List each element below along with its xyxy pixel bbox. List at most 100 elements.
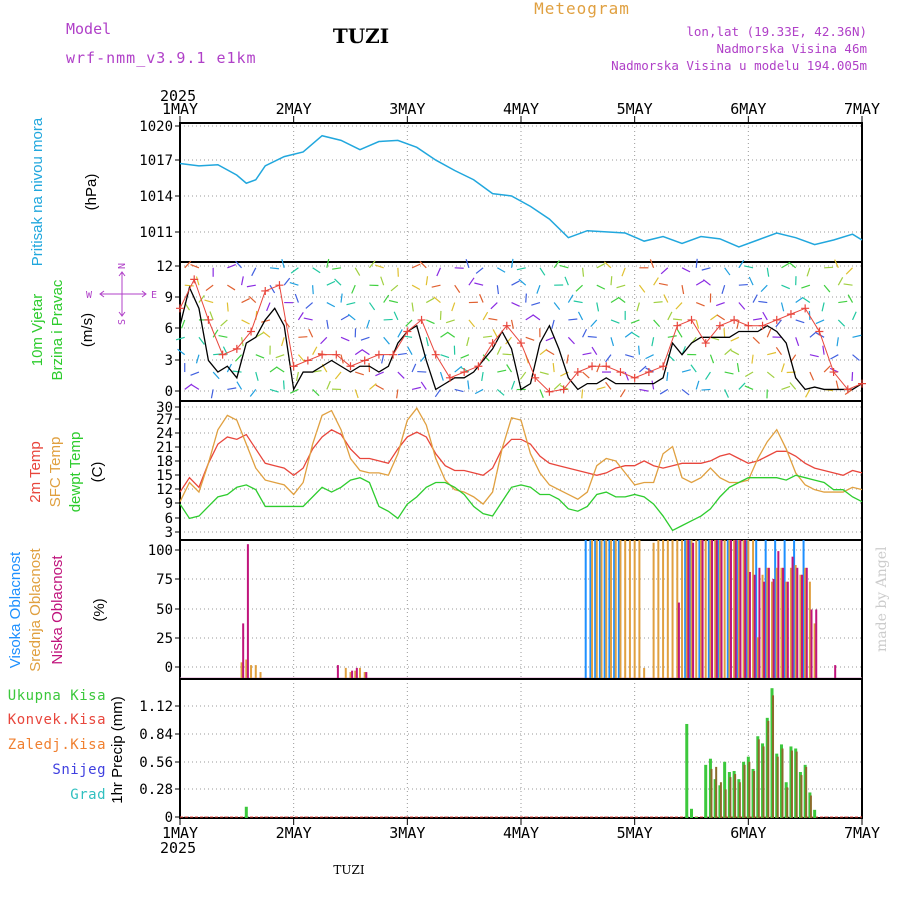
wind-gust-marker — [360, 356, 369, 365]
total-precip-bar — [704, 764, 708, 818]
conv-precip-bar — [729, 777, 732, 818]
wind-barb — [744, 385, 754, 390]
wind-barb — [681, 369, 691, 373]
wind-barb — [834, 259, 839, 269]
wind-barb — [738, 302, 746, 310]
wind-barb — [516, 267, 526, 271]
wind-barb — [380, 276, 385, 286]
conv-precip-bar — [790, 750, 793, 818]
x-tick-label-bottom: 6MAY — [730, 824, 766, 842]
low-cloud-bar — [796, 567, 799, 679]
wind-barb — [502, 353, 512, 356]
y-tick-label: 0 — [165, 384, 173, 400]
wind-barb — [539, 348, 548, 356]
wind-barb — [506, 364, 513, 373]
wind-gust-marker — [659, 362, 668, 371]
y-tick-label: 100 — [148, 543, 173, 559]
wind-barb — [340, 293, 343, 303]
y-tick-label: 1011 — [139, 225, 173, 241]
mid-cloud-bar — [619, 540, 622, 679]
wind-barb — [190, 384, 200, 390]
wind-barb — [289, 281, 299, 286]
wind-barb — [226, 302, 229, 312]
wind-barb — [539, 371, 549, 375]
wind-barb — [308, 328, 314, 338]
wind-barb — [581, 267, 585, 277]
wind-gust-marker — [588, 362, 597, 371]
wind-barb — [246, 284, 256, 288]
wind-barb — [454, 284, 461, 293]
low-cloud-bar — [715, 540, 718, 679]
total-precip-bar — [813, 809, 817, 818]
wind-gust-marker — [815, 327, 824, 336]
wind-barb — [312, 388, 320, 397]
wind-barb — [232, 370, 242, 373]
wind-barb — [255, 354, 265, 359]
wind-axis-label-2: Brzina i Pravac — [49, 279, 66, 380]
mid-cloud-bar — [766, 567, 769, 679]
mid-cloud-bar — [349, 672, 352, 679]
low-cloud-bar — [801, 574, 804, 679]
wind-barb — [806, 267, 811, 277]
wind-barb — [781, 284, 791, 290]
wind-barb — [411, 363, 417, 373]
low-cloud-bar — [336, 665, 339, 679]
wind-barb — [496, 388, 505, 396]
wind-barb — [283, 319, 290, 328]
mid-cloud-bar — [657, 540, 660, 679]
mid-cloud-bar — [737, 540, 740, 679]
low-cloud-bar — [753, 574, 756, 679]
mid-cloud-bar — [775, 567, 778, 679]
wind-barb — [266, 302, 271, 312]
mid-cloud-bar — [254, 665, 257, 679]
wind-barb — [212, 371, 220, 380]
low-cloud-bar — [687, 540, 690, 679]
wind-barb — [490, 302, 498, 310]
wind-barb — [294, 293, 299, 303]
wind-barb — [553, 260, 560, 269]
wind-barb — [539, 389, 544, 398]
low-cloud-bar — [782, 567, 785, 679]
wind-gust-marker — [261, 286, 270, 295]
wind-barb — [630, 319, 640, 324]
wind-barb — [591, 346, 598, 355]
mid-cloud-bar — [808, 581, 811, 679]
wind-barb — [690, 364, 697, 373]
wind-barb — [262, 331, 271, 338]
wind-barb — [575, 284, 583, 292]
wind-barb — [766, 267, 770, 277]
wind-barb — [234, 354, 243, 362]
wind-barb — [636, 302, 640, 312]
high-cloud-bar — [598, 540, 601, 679]
conv-precip-bar — [715, 766, 718, 818]
y-tick-label: 0.56 — [139, 755, 173, 771]
high-cloud-bar — [774, 540, 777, 679]
wind-barb — [837, 319, 846, 327]
high-cloud-bar — [755, 540, 758, 679]
mid-cloud-bar — [685, 540, 688, 679]
compass-n: N — [117, 263, 128, 269]
wind-gust-marker — [190, 275, 199, 284]
wind-barb — [275, 354, 285, 359]
wind-barb — [610, 337, 615, 347]
wind-barb — [283, 277, 291, 286]
dewpoint-axis-label: dewpt Temp — [67, 432, 84, 513]
wind-barb — [488, 317, 498, 321]
low-cloud-bar — [729, 540, 732, 679]
wind-barb — [184, 383, 193, 390]
low-cloud-bar — [692, 542, 695, 679]
wind-barb — [290, 267, 299, 274]
watermark: made by Angel — [874, 546, 890, 652]
mid-cloud-bar — [250, 665, 253, 679]
low-cloud-bar — [786, 581, 789, 679]
wind-barb — [326, 319, 329, 329]
wind-gust-marker — [374, 350, 383, 359]
y-tick-label: 3 — [165, 353, 173, 369]
mid-cloud-bar — [690, 540, 693, 679]
wind-gust-marker — [176, 304, 184, 313]
mid-cloud-bar — [344, 667, 347, 679]
wind-barb — [625, 354, 635, 358]
wind-barb — [411, 386, 421, 391]
wind-barb — [212, 329, 219, 338]
wind-barb — [715, 301, 725, 307]
